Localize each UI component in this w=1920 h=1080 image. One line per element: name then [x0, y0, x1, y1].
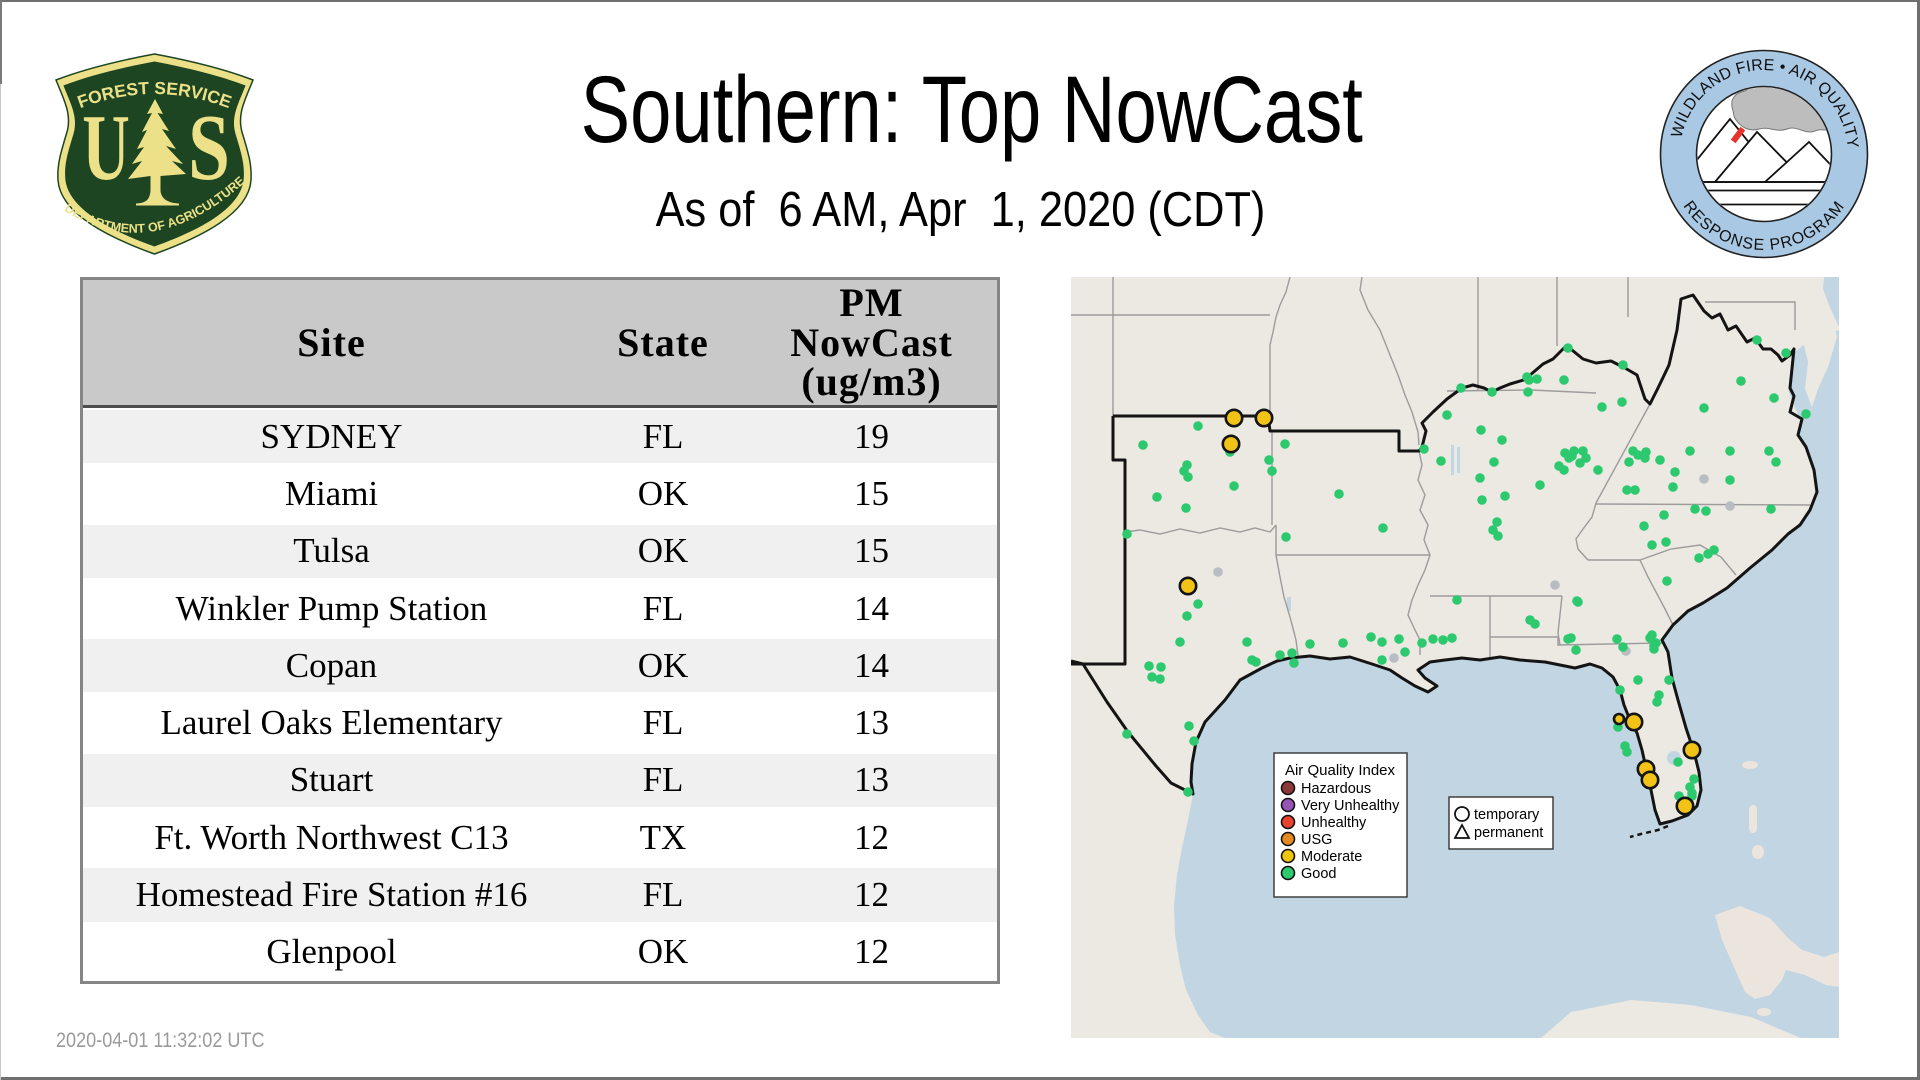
svg-text:temporary: temporary	[1474, 807, 1540, 823]
svg-text:Hazardous: Hazardous	[1301, 781, 1371, 797]
svg-text:permanent: permanent	[1474, 825, 1543, 841]
svg-text:Very Unhealthy: Very Unhealthy	[1301, 798, 1400, 814]
svg-text:Unhealthy: Unhealthy	[1301, 815, 1367, 831]
svg-text:S: S	[188, 96, 230, 200]
svg-text:Good: Good	[1301, 866, 1336, 882]
svg-text:Moderate: Moderate	[1301, 849, 1362, 865]
svg-text:USG: USG	[1301, 832, 1332, 848]
svg-text:U: U	[82, 96, 130, 200]
svg-text:Air Quality Index: Air Quality Index	[1285, 762, 1396, 779]
